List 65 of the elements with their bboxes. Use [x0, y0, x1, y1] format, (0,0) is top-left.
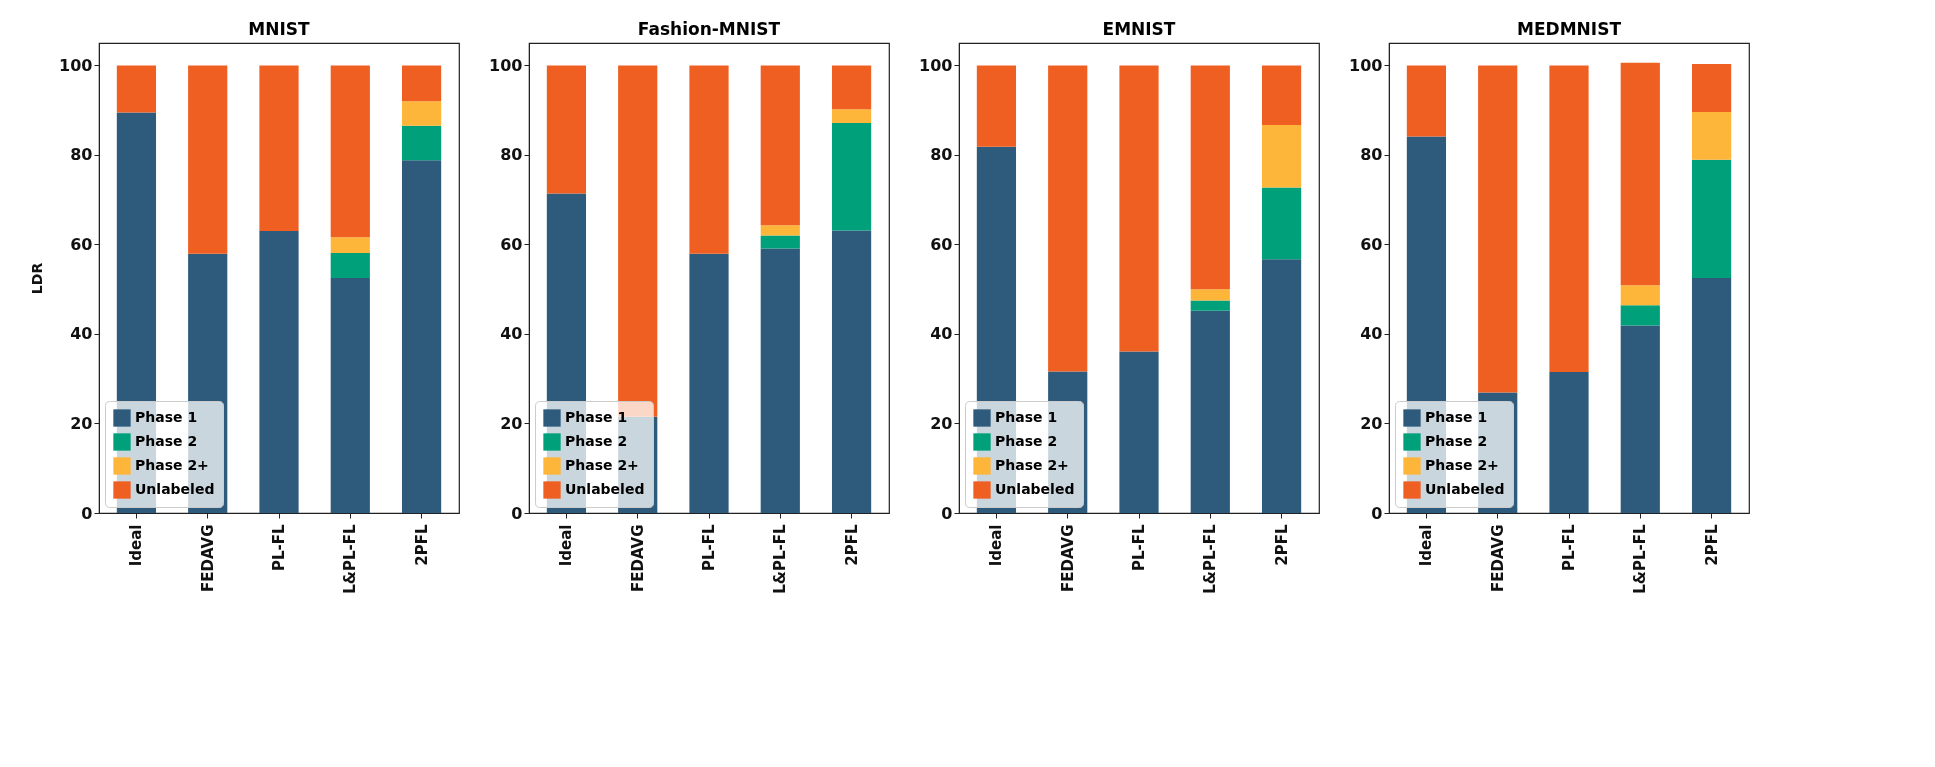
legend-label: Phase 1 [135, 409, 198, 425]
legend-label: Phase 2+ [135, 457, 209, 473]
x-tick-label: FEDAVG [1058, 524, 1077, 592]
y-tick-label: 0 [511, 503, 523, 523]
y-tick-label: 80 [70, 145, 93, 165]
chart-title: MNIST [248, 19, 311, 39]
chart-title: MEDMNIST [1517, 19, 1622, 39]
x-tick-label: FEDAVG [198, 524, 217, 592]
legend-label: Phase 2+ [565, 457, 639, 473]
y-tick-label: 60 [930, 234, 953, 254]
y-tick-label: 40 [70, 324, 93, 344]
legend-label: Phase 2 [1425, 433, 1488, 449]
y-tick-label: 80 [1360, 145, 1383, 165]
x-tick-label: L&PL-FL [771, 524, 790, 594]
x-tick-label: FEDAVG [628, 524, 647, 592]
x-tick-label: Ideal [127, 524, 146, 567]
legend-label: Phase 2+ [995, 457, 1069, 473]
y-tick-label: 40 [1360, 324, 1383, 344]
legend-label: Unlabeled [565, 481, 645, 497]
y-tick-label: 100 [1349, 55, 1383, 75]
y-tick-label: 100 [489, 55, 523, 75]
chart-title: EMNIST [1102, 19, 1176, 39]
legend-label: Unlabeled [135, 481, 215, 497]
legend-label: Phase 1 [1425, 409, 1488, 425]
x-tick-label: 2PFL [842, 524, 861, 566]
legend-label: Phase 2 [135, 433, 198, 449]
legend-label: Phase 1 [995, 409, 1058, 425]
legend-label: Phase 2+ [1425, 457, 1499, 473]
y-tick-label: 0 [81, 503, 93, 523]
x-tick-label: 2PFL [412, 524, 431, 566]
legend-label: Phase 2 [995, 433, 1058, 449]
legend-label: Unlabeled [1425, 481, 1505, 497]
x-tick-label: L&PL-FL [1201, 524, 1220, 594]
y-tick-label: 60 [1360, 234, 1383, 254]
legend-label: Phase 2 [565, 433, 628, 449]
x-tick-label: Ideal [557, 524, 576, 567]
y-tick-label: 100 [919, 55, 953, 75]
x-tick-label: L&PL-FL [341, 524, 360, 594]
x-tick-label: 2PFL [1702, 524, 1721, 566]
x-tick-label: PL-FL [1130, 524, 1148, 572]
x-tick-label: PL-FL [1560, 524, 1578, 572]
y-tick-label: 40 [930, 324, 953, 344]
y-tick-label: 0 [1371, 503, 1383, 523]
y-axis-title: LDR [29, 262, 46, 295]
y-tick-label: 40 [500, 324, 523, 344]
x-tick-label: Ideal [1417, 524, 1436, 567]
y-tick-label: 0 [941, 503, 953, 523]
legend-label: Unlabeled [995, 481, 1075, 497]
y-tick-label: 60 [70, 234, 93, 254]
x-tick-label: PL-FL [700, 524, 718, 572]
x-tick-label: PL-FL [270, 524, 288, 572]
y-tick-label: 20 [930, 413, 953, 433]
y-tick-label: 80 [930, 145, 953, 165]
y-tick-label: 100 [59, 55, 93, 75]
x-tick-label: FEDAVG [1488, 524, 1507, 592]
y-tick-label: 80 [500, 145, 523, 165]
y-tick-label: 20 [70, 413, 93, 433]
legend-label: Phase 1 [565, 409, 628, 425]
x-tick-label: Ideal [987, 524, 1006, 567]
x-tick-label: 2PFL [1272, 524, 1291, 566]
y-tick-label: 20 [1360, 413, 1383, 433]
chart-title: Fashion-MNIST [637, 19, 781, 39]
y-tick-label: 60 [500, 234, 523, 254]
x-tick-label: L&PL-FL [1631, 524, 1650, 594]
y-tick-label: 20 [500, 413, 523, 433]
